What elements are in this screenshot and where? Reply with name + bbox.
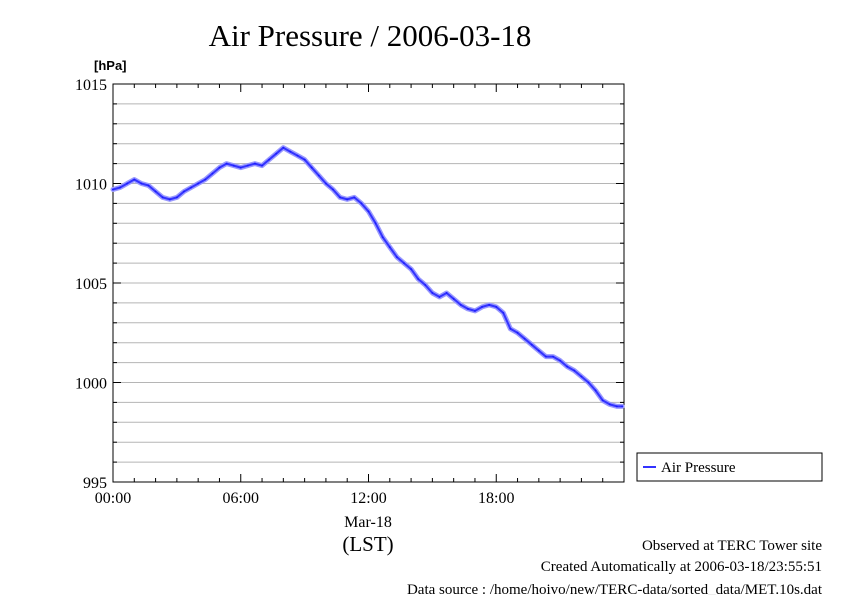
data-point: [488, 303, 491, 306]
data-point: [559, 359, 562, 362]
data-point: [246, 164, 249, 167]
data-point: [325, 182, 327, 185]
data-point: [303, 158, 306, 161]
data-point: [495, 305, 498, 308]
data-point: [126, 182, 129, 185]
y-tick-label: 1010: [75, 177, 107, 194]
data-point: [417, 278, 420, 280]
data-point: [282, 146, 285, 149]
data-point: [566, 365, 569, 368]
data-point: [197, 182, 200, 185]
x-axis-label: (LST): [342, 532, 393, 556]
x-tick-label: 00:00: [95, 490, 131, 507]
data-point: [190, 186, 192, 189]
data-point: [616, 405, 618, 408]
footer-data-source: Data source : /home/hoivo/new/TERC-data/…: [407, 582, 823, 595]
x-tick-label: 18:00: [478, 490, 514, 507]
chart-title: Air Pressure / 2006-03-18: [209, 18, 532, 53]
legend: Air Pressure: [636, 452, 823, 482]
data-point: [332, 188, 334, 191]
data-point: [452, 298, 455, 300]
data-point: [289, 150, 292, 153]
data-point: [310, 166, 313, 169]
data-point: [516, 331, 519, 334]
data-point: [395, 256, 398, 259]
data-point: [459, 303, 462, 306]
footer-created-note: Created Automatically at 2006-03-18/23:5…: [541, 559, 822, 575]
x-axis-ticks: 00:00 06:00 12:00 18:00: [95, 84, 625, 507]
data-point: [523, 337, 526, 340]
data-point: [232, 164, 235, 167]
data-point: [317, 174, 320, 177]
data-point: [530, 343, 533, 346]
data-point: [410, 268, 412, 270]
data-point: [466, 307, 469, 310]
data-point: [140, 182, 143, 185]
data-point: [239, 166, 242, 169]
series-layer: [110, 145, 625, 409]
data-point: [175, 196, 178, 199]
data-point: [601, 399, 604, 402]
data-point: [403, 262, 405, 264]
x-axis-date-label: Mar-18: [344, 514, 392, 531]
data-point: [275, 152, 278, 155]
data-point: [154, 190, 157, 193]
data-point: [367, 210, 370, 213]
data-point: [147, 184, 150, 187]
data-point: [445, 292, 448, 294]
data-point: [545, 355, 547, 358]
data-point: [268, 158, 271, 161]
data-point: [339, 196, 342, 199]
data-point: [133, 178, 136, 181]
footer-site-note: Observed at TERC Tower site: [642, 538, 822, 554]
data-point: [438, 296, 441, 298]
data-point: [381, 236, 384, 239]
data-point: [168, 198, 171, 201]
legend-entry-air-pressure: Air Pressure: [661, 460, 736, 476]
data-point: [161, 196, 164, 199]
data-point: [621, 405, 624, 408]
data-point: [608, 403, 611, 406]
data-point: [119, 186, 121, 189]
data-point: [580, 375, 583, 378]
x-tick-label: 06:00: [223, 490, 259, 507]
data-point: [431, 292, 434, 294]
data-point: [509, 327, 512, 330]
data-point: [537, 349, 540, 352]
grid-lines: [113, 103, 624, 463]
data-point: [218, 166, 221, 169]
x-tick-label: 12:00: [350, 490, 386, 507]
data-point: [204, 178, 207, 181]
series-halo-0: [110, 145, 625, 409]
data-point: [296, 154, 299, 157]
y-tick-label: 1015: [75, 77, 107, 94]
y-tick-label: 995: [83, 475, 107, 492]
data-point: [587, 381, 590, 384]
y-tick-label: 1005: [75, 276, 107, 293]
data-point: [594, 389, 597, 392]
data-point: [388, 246, 391, 249]
data-point: [552, 355, 554, 358]
data-point: [211, 172, 214, 175]
data-point: [424, 284, 427, 286]
data-point: [573, 369, 576, 372]
data-point: [346, 198, 349, 201]
data-point: [254, 162, 256, 165]
data-point: [481, 305, 483, 308]
y-tick-label: 1000: [75, 376, 107, 393]
data-point: [374, 222, 377, 225]
y-axis-unit-label: [hPa]: [94, 58, 127, 73]
data-point: [360, 202, 363, 205]
data-point: [474, 309, 476, 312]
data-point: [112, 188, 114, 191]
y-axis-ticks: 1015 1010 1005 1000 995: [75, 77, 624, 492]
data-point: [225, 162, 228, 165]
legend-box: [636, 452, 823, 482]
data-point: [261, 164, 263, 167]
data-point: [183, 190, 185, 193]
data-point: [353, 196, 356, 199]
data-point: [502, 311, 505, 314]
